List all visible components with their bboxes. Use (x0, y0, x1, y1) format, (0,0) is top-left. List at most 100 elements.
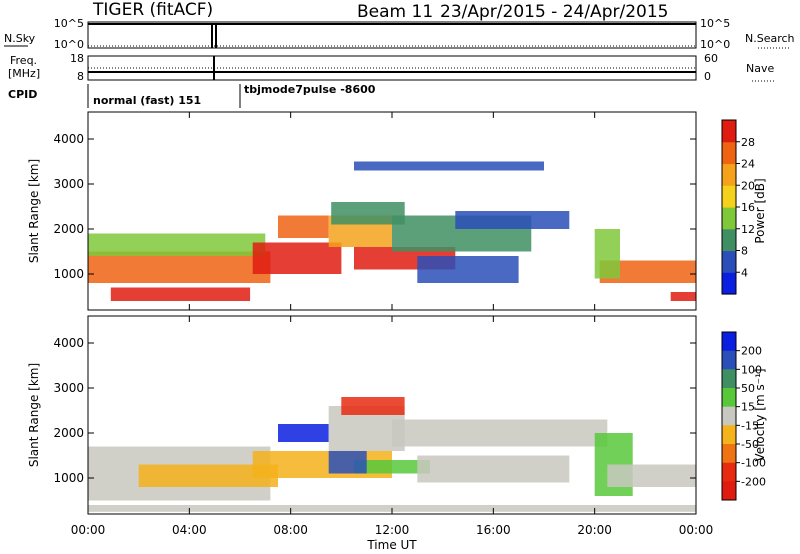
freq-label-line1: Freq. (10, 54, 37, 67)
echo-region-11 (354, 161, 544, 171)
colorbar-swatch-6 (722, 141, 736, 165)
colorbar-tick-label-1: 8 (741, 245, 748, 258)
colorbar-tick-label-6: 28 (741, 136, 755, 149)
y-tick-label-3: 4000 (53, 336, 84, 350)
echo-region-9 (417, 455, 570, 483)
colorbar-tick-label-2: 50 (741, 382, 755, 395)
cpid-mode-2: tbjmode7pulse -8600 (244, 83, 376, 96)
power-panel: 1000 2000 3000 4000 Slant Range [km] 4 8 12 16… (27, 111, 767, 311)
colorbar-tick-label-0: 200 (741, 345, 762, 358)
echo-region-6 (354, 460, 430, 474)
power-colorbar: 4 8 12 16 20 24 28 (721, 119, 755, 295)
colorbar-tick-label-5: -50 (741, 438, 759, 451)
time-axis: 00:00 04:00 08:00 12:00 16:00 20:00 00:00 (71, 112, 714, 537)
freq-label-line2: [MHz] (8, 67, 40, 80)
x-tick-label-6: 00:00 (679, 523, 714, 537)
echo-region-3 (278, 424, 329, 442)
colorbar-frame (721, 331, 737, 501)
echo-region-3 (252, 242, 342, 274)
colorbar-swatch-3 (722, 388, 736, 408)
colorbar-swatch-1 (722, 350, 736, 370)
nave-label: Nave (746, 62, 774, 75)
colorbar-swatch-6 (722, 444, 736, 464)
y-tick-label-1: 2000 (53, 426, 84, 440)
velocity-panel: 1000 2000 3000 4000 Slant Range [km] 200 100… (27, 315, 767, 515)
colorbar-tick-label-2: 12 (741, 223, 755, 236)
colorbar-swatch-7 (722, 462, 736, 482)
cpid-panel: CPID normal (fast) 151 tbjmode7pulse -86… (8, 83, 376, 108)
velocity-colorbar-label: Velocity [m s⁻¹] (753, 368, 767, 461)
freq-right-tick-high: 60 (704, 52, 718, 65)
colorbar-swatch-2 (722, 228, 736, 252)
echo-region-6 (331, 202, 405, 225)
colorbar-tick-label-4: -15 (741, 419, 759, 432)
colorbar-swatch-5 (722, 425, 736, 445)
y-tick-label-3: 4000 (53, 132, 84, 146)
power-data-layer (88, 161, 696, 301)
colorbar-tick-label-1: 100 (741, 363, 762, 376)
colorbar-swatch-4 (722, 185, 736, 208)
cpid-label: CPID (8, 88, 37, 101)
x-tick-label-1: 04:00 (172, 523, 207, 537)
power-y-ticks: 1000 2000 3000 4000 (53, 132, 696, 281)
x-tick-label-3: 12:00 (375, 523, 410, 537)
noise-left-tick-low: 10^0 (54, 38, 84, 51)
freq-left-tick-low: 8 (77, 70, 84, 83)
colorbar-tick-label-3: 15 (741, 401, 755, 414)
echo-region-0 (88, 251, 271, 283)
echo-region-8 (392, 419, 608, 447)
colorbar-swatch-0 (722, 272, 736, 295)
colorbar-tick-label-6: -100 (741, 457, 766, 470)
colorbar-swatch-5 (722, 163, 736, 186)
x-tick-label-2: 08:00 (273, 523, 308, 537)
echo-region-13 (594, 229, 620, 279)
beam-label: Beam 11 (357, 2, 433, 22)
cpid-mode-1: normal (fast) 151 (93, 94, 201, 107)
colorbar-swatch-0 (722, 332, 736, 352)
freq-left-tick-high: 18 (70, 52, 84, 65)
noise-panel-frame (87, 21, 697, 49)
x-tick-label-5: 20:00 (577, 523, 612, 537)
noise-right-label: N.Search (745, 32, 795, 45)
noise-left-tick-high: 10^5 (54, 17, 84, 30)
noise-right-tick-high: 10^5 (700, 17, 730, 30)
colorbar-tick-label-5: 24 (741, 158, 755, 171)
colorbar-swatch-4 (722, 406, 736, 426)
echo-region-5 (341, 397, 405, 415)
colorbar-tick-label-7: -200 (741, 475, 766, 488)
colorbar-swatch-8 (722, 481, 736, 501)
x-tick-label-4: 16:00 (476, 523, 511, 537)
x-axis-label: Time UT (366, 538, 417, 552)
power-y-axis-label: Slant Range [km] (27, 159, 41, 263)
echo-region-2 (110, 287, 251, 301)
freq-right-tick-low: 0 (704, 70, 711, 83)
echo-region-9 (417, 256, 519, 283)
y-tick-label-0: 1000 (53, 267, 84, 281)
noise-right-tick-low: 10^0 (700, 38, 730, 51)
freq-panel: 18 8 60 0 Freq. [MHz] Nave (8, 52, 776, 83)
velocity-y-axis-label: Slant Range [km] (27, 363, 41, 467)
echo-region-12 (599, 260, 696, 283)
velocity-y-ticks: 1000 2000 3000 4000 (53, 336, 696, 485)
y-tick-label-0: 1000 (53, 471, 84, 485)
echo-region-14 (670, 292, 696, 301)
colorbar-swatch-1 (722, 250, 736, 273)
colorbar-tick-label-4: 20 (741, 179, 755, 192)
echo-region-7 (328, 451, 367, 474)
colorbar-swatch-3 (722, 207, 736, 230)
noise-left-label: N.Sky (4, 32, 36, 45)
echo-region-1 (88, 233, 266, 256)
echo-region-4 (278, 215, 329, 238)
velocity-colorbar: 200 100 50 15 -15 -50 -100 -200 (721, 331, 766, 501)
noise-panel: 10^5 10^0 10^5 10^0 N.Sky N.Search (4, 17, 795, 51)
colorbar-tick-label-3: 16 (741, 201, 755, 214)
power-colorbar-label: Power [dB] (753, 178, 767, 243)
y-tick-label-2: 3000 (53, 381, 84, 395)
y-tick-label-1: 2000 (53, 222, 84, 236)
colorbar-swatch-2 (722, 369, 736, 389)
echo-region-11 (607, 464, 696, 487)
colorbar-swatch-7 (722, 120, 736, 143)
y-tick-label-2: 3000 (53, 177, 84, 191)
echo-region-1 (138, 464, 278, 487)
